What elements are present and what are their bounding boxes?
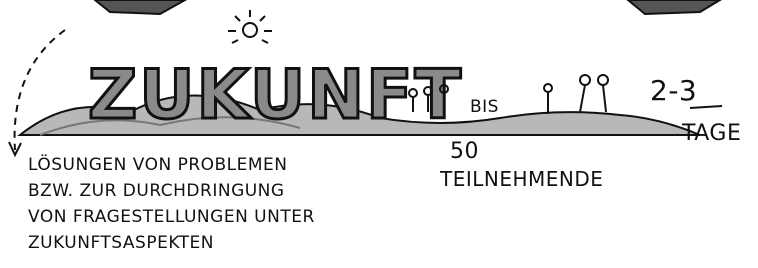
people-group-right xyxy=(544,75,608,114)
participant-label: TEILNEHMENDE xyxy=(439,167,603,191)
description-line: LÖSUNGEN VON PROBLEMEN xyxy=(28,153,288,175)
description-line: VON FRAGESTELLUNGEN UNTER xyxy=(28,207,315,227)
duration-label: TAGE xyxy=(681,121,741,146)
duration-value: 2-3 xyxy=(650,74,697,107)
sketchnote: ZUKUNFT BIS 50 TEILNEHMENDE 2-3 TAGE LÖS… xyxy=(0,0,758,268)
description-line: ZUKUNFTSASPEKTEN xyxy=(28,233,214,253)
top-right-shape xyxy=(628,0,720,14)
top-left-shape xyxy=(95,0,185,14)
participant-count: 50 xyxy=(450,139,479,164)
description-line: BZW. ZUR DURCHDRINGUNG xyxy=(28,181,285,201)
from-word: BIS xyxy=(470,97,499,117)
sun xyxy=(228,10,272,43)
title: ZUKUNFT xyxy=(88,56,463,135)
